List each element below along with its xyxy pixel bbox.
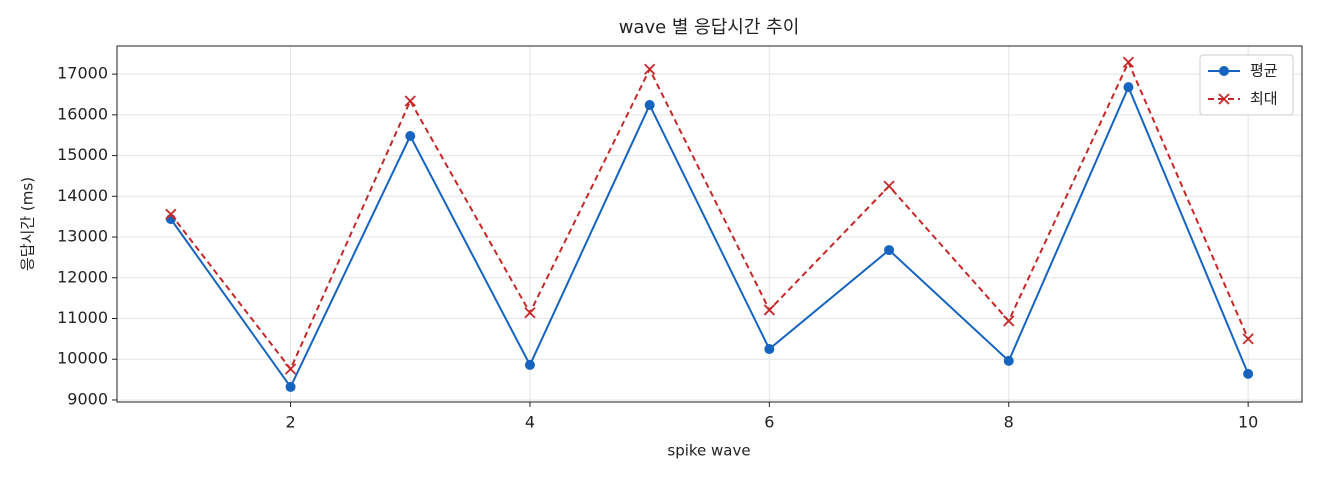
point — [404, 95, 416, 107]
point — [524, 359, 535, 370]
point — [405, 131, 416, 142]
legend-label: 최대 — [1250, 90, 1278, 108]
point — [1003, 355, 1014, 366]
point — [1242, 333, 1254, 345]
point — [524, 307, 536, 319]
x-tick-label: 2 — [285, 413, 295, 432]
y-tick-label: 16000 — [57, 104, 108, 123]
y-tick-label: 15000 — [57, 145, 108, 164]
chart-title: wave 별 응답시간 추이 — [619, 17, 800, 38]
point — [884, 245, 895, 256]
x-tick-label: 4 — [525, 413, 535, 432]
legend-box — [1199, 54, 1294, 116]
point — [764, 344, 775, 355]
y-axis-label: 응답시간 (ms) — [19, 177, 37, 271]
y-tick-label: 17000 — [57, 64, 108, 83]
point — [883, 180, 895, 192]
point — [165, 208, 177, 220]
y-tick-label: 14000 — [57, 186, 108, 205]
point — [285, 381, 296, 392]
y-tick-label: 11000 — [57, 308, 108, 327]
point — [1243, 368, 1254, 379]
x-tick-label: 10 — [1238, 413, 1258, 432]
point — [644, 63, 656, 75]
legend-marker — [1218, 93, 1230, 105]
point — [644, 100, 655, 111]
point — [284, 363, 297, 375]
x-axis-label: spike wave — [667, 442, 750, 460]
plot-frame — [116, 45, 1303, 403]
y-tick-label: 13000 — [57, 227, 108, 246]
y-tick-label: 12000 — [57, 267, 108, 286]
y-tick-label: 9000 — [67, 389, 108, 408]
y-tick-label: 10000 — [57, 349, 108, 368]
series-line — [170, 84, 1250, 389]
legend-marker — [1219, 66, 1229, 76]
point — [763, 304, 775, 316]
point — [1123, 82, 1134, 93]
x-tick-label: 8 — [1004, 413, 1014, 432]
legend-label: 평균 — [1250, 62, 1278, 80]
point — [1003, 315, 1015, 327]
point — [1122, 56, 1135, 68]
series-line — [170, 59, 1250, 371]
x-tick-label: 6 — [764, 413, 774, 432]
